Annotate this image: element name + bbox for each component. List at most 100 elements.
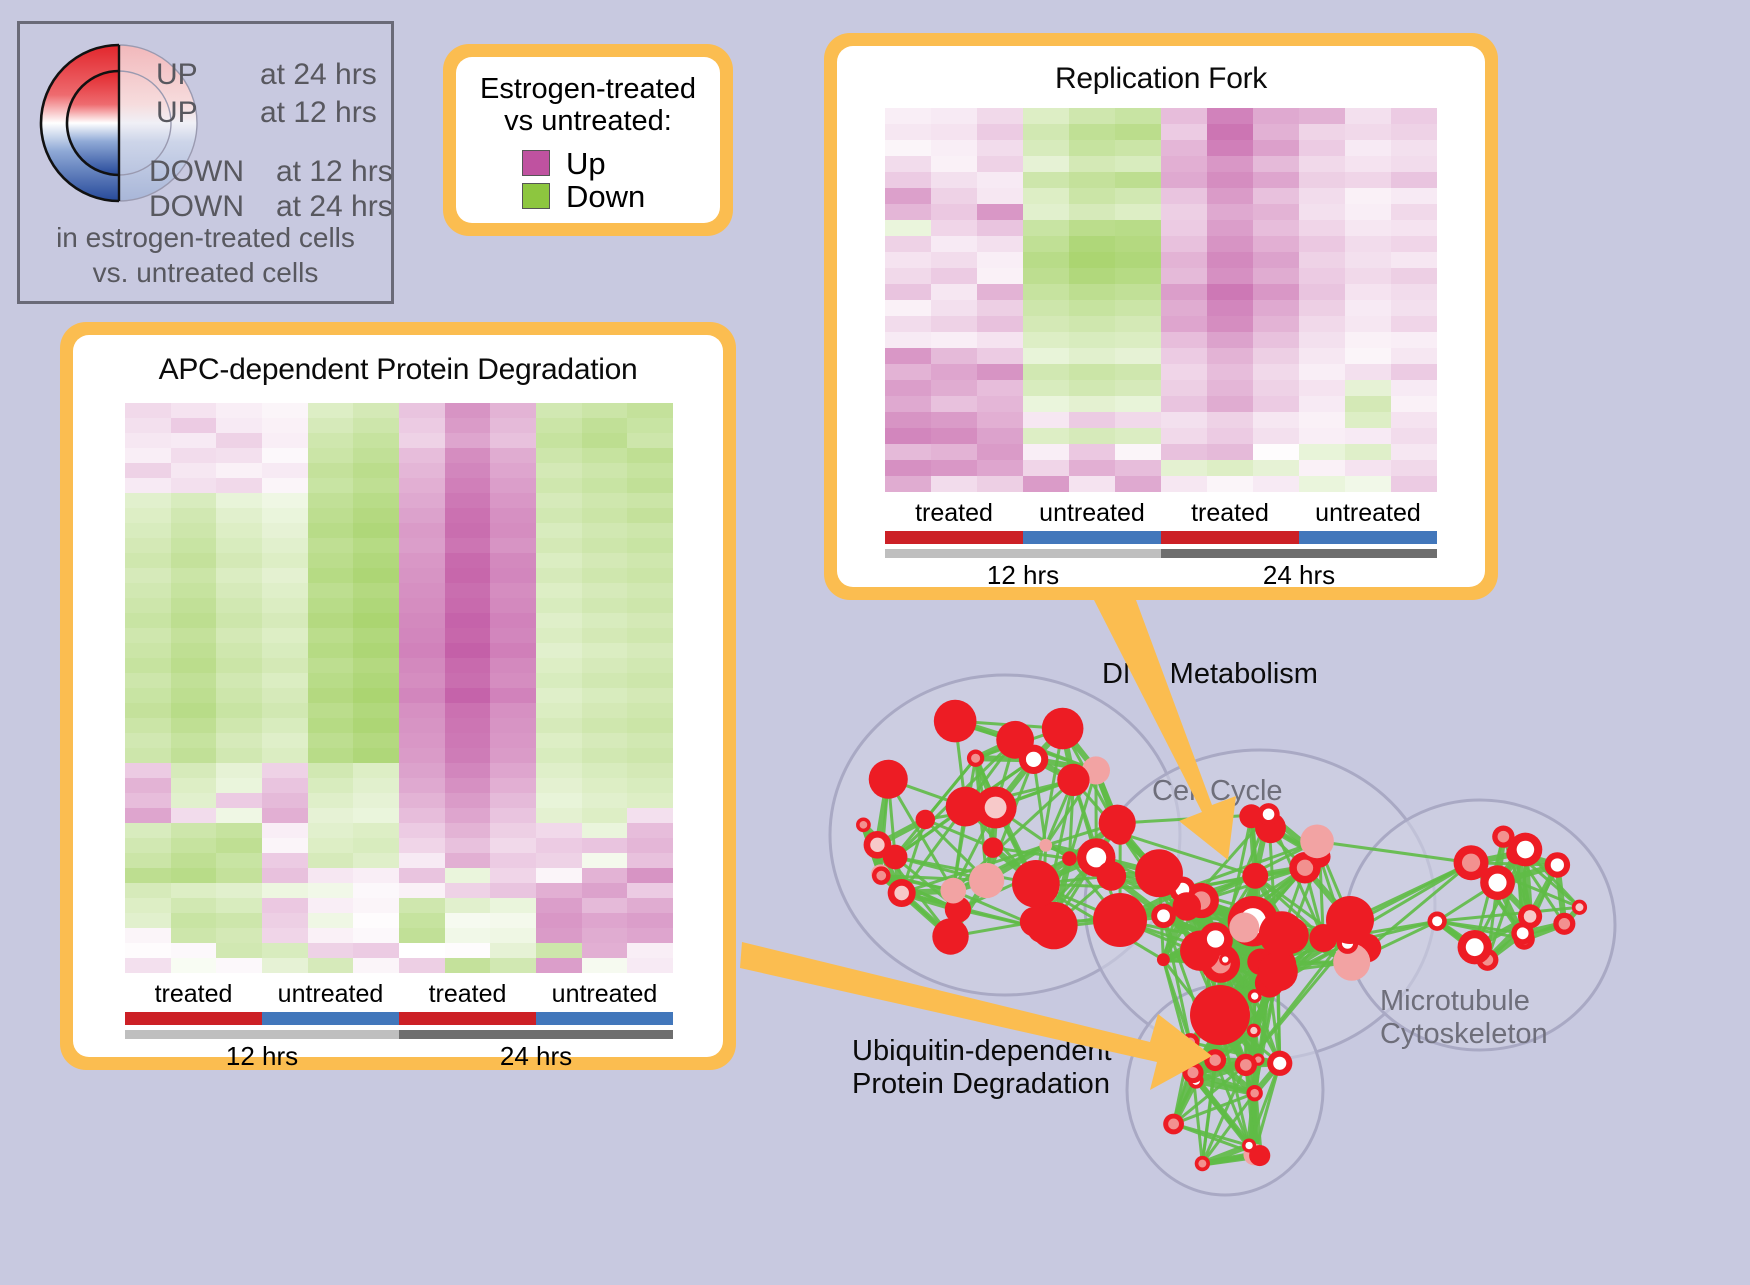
- heatmap-cell: [262, 778, 308, 793]
- heatmap-cell: [1161, 156, 1207, 172]
- heatmap-cell: [171, 493, 217, 508]
- heatmap-cell: [399, 808, 445, 823]
- heatmap-cell: [262, 718, 308, 733]
- heatmap-cell: [1069, 444, 1115, 460]
- heatmap-cell: [1069, 300, 1115, 316]
- network-node-core: [1207, 930, 1224, 947]
- heatmap-cell: [1023, 460, 1069, 476]
- heatmap-cell: [262, 538, 308, 553]
- heatmap-cell: [536, 658, 582, 673]
- heatmap-cell: [216, 718, 262, 733]
- column-group-label: treated: [399, 980, 536, 1009]
- heatmap-cell: [216, 808, 262, 823]
- heatmap-cell: [1115, 156, 1161, 172]
- heatmap-cell: [1391, 220, 1437, 236]
- heatmap-cell: [216, 823, 262, 838]
- time-group-label: 12 hrs: [125, 1041, 399, 1072]
- heatmap-cell: [308, 943, 354, 958]
- heatmap-cell: [1023, 396, 1069, 412]
- heatmap-cell: [308, 868, 354, 883]
- heatmap-cell: [931, 332, 977, 348]
- heatmap-cell: [399, 958, 445, 973]
- heatmap-cell: [1299, 348, 1345, 364]
- heatmap-cell: [1345, 268, 1391, 284]
- heatmap-cell: [399, 703, 445, 718]
- heatmap-cell: [536, 868, 582, 883]
- heatmap-cell: [627, 838, 673, 853]
- heatmap-cell: [885, 412, 931, 428]
- heatmap-cell: [171, 718, 217, 733]
- heatmap-cell: [1253, 428, 1299, 444]
- replication-fork-treatment-bar: [885, 531, 1437, 544]
- heatmap-cell: [582, 958, 628, 973]
- heatmap-cell: [1069, 236, 1115, 252]
- heatmap-cell: [399, 838, 445, 853]
- heatmap-cell: [1023, 380, 1069, 396]
- heatmap-cell: [1207, 188, 1253, 204]
- heatmap-cell: [171, 538, 217, 553]
- heatmap-cell: [125, 553, 171, 568]
- heatmap-cell: [353, 928, 399, 943]
- heatmap-cell: [627, 628, 673, 643]
- heatmap-cell: [536, 733, 582, 748]
- network-node-core: [1209, 1054, 1220, 1065]
- heatmap-cell: [490, 403, 536, 418]
- key-time-down-24: at 24 hrs: [276, 190, 393, 224]
- heatmap-cell: [353, 403, 399, 418]
- heatmap-cell: [1069, 188, 1115, 204]
- heatmap-cell: [445, 733, 491, 748]
- heatmap-cell: [490, 613, 536, 628]
- heatmap-cell: [536, 433, 582, 448]
- heatmap-cell: [171, 433, 217, 448]
- heatmap-cell: [885, 204, 931, 220]
- heatmap-cell: [627, 943, 673, 958]
- heatmap-cell: [627, 538, 673, 553]
- network-node: [1097, 861, 1127, 891]
- heatmap-cell: [1391, 444, 1437, 460]
- heatmap-cell: [445, 808, 491, 823]
- heatmap-cell: [308, 898, 354, 913]
- heatmap-cell: [885, 172, 931, 188]
- heatmap-cell: [1161, 428, 1207, 444]
- heatmap-cell: [445, 868, 491, 883]
- heatmap-cell: [627, 658, 673, 673]
- column-group-label: treated: [125, 980, 262, 1009]
- heatmap-cell: [125, 598, 171, 613]
- heatmap-cell: [1023, 284, 1069, 300]
- heatmap-cell: [171, 658, 217, 673]
- heatmap-cell: [536, 853, 582, 868]
- heatmap-cell: [1207, 284, 1253, 300]
- heatmap-cell: [353, 688, 399, 703]
- heatmap-cell: [1207, 396, 1253, 412]
- network-node-core: [1251, 993, 1258, 1000]
- heatmap-cell: [353, 658, 399, 673]
- heatmap-cell: [125, 613, 171, 628]
- heatmap-cell: [125, 508, 171, 523]
- heatmap-cell: [399, 748, 445, 763]
- heatmap-cell: [1253, 460, 1299, 476]
- heatmap-cell: [308, 628, 354, 643]
- heatmap-cell: [931, 316, 977, 332]
- heatmap-cell: [171, 508, 217, 523]
- heatmap-cell: [216, 448, 262, 463]
- heatmap-cell: [399, 493, 445, 508]
- heatmap-cell: [171, 958, 217, 973]
- heatmap-cell: [445, 823, 491, 838]
- heatmap-cell: [1253, 268, 1299, 284]
- heatmap-cell: [1391, 396, 1437, 412]
- heatmap-cell: [582, 598, 628, 613]
- heatmap-cell: [308, 568, 354, 583]
- heatmap-cell: [171, 643, 217, 658]
- heatmap-cell: [1115, 396, 1161, 412]
- heatmap-cell: [536, 628, 582, 643]
- heatmap-cell: [1299, 268, 1345, 284]
- heatmap-cell: [536, 883, 582, 898]
- heatmap-cell: [582, 943, 628, 958]
- heatmap-cell: [125, 643, 171, 658]
- heatmap-cell: [1345, 204, 1391, 220]
- heatmap-cell: [445, 613, 491, 628]
- heatmap-cell: [1391, 188, 1437, 204]
- heatmap-cell: [1207, 444, 1253, 460]
- heatmap-cell: [536, 763, 582, 778]
